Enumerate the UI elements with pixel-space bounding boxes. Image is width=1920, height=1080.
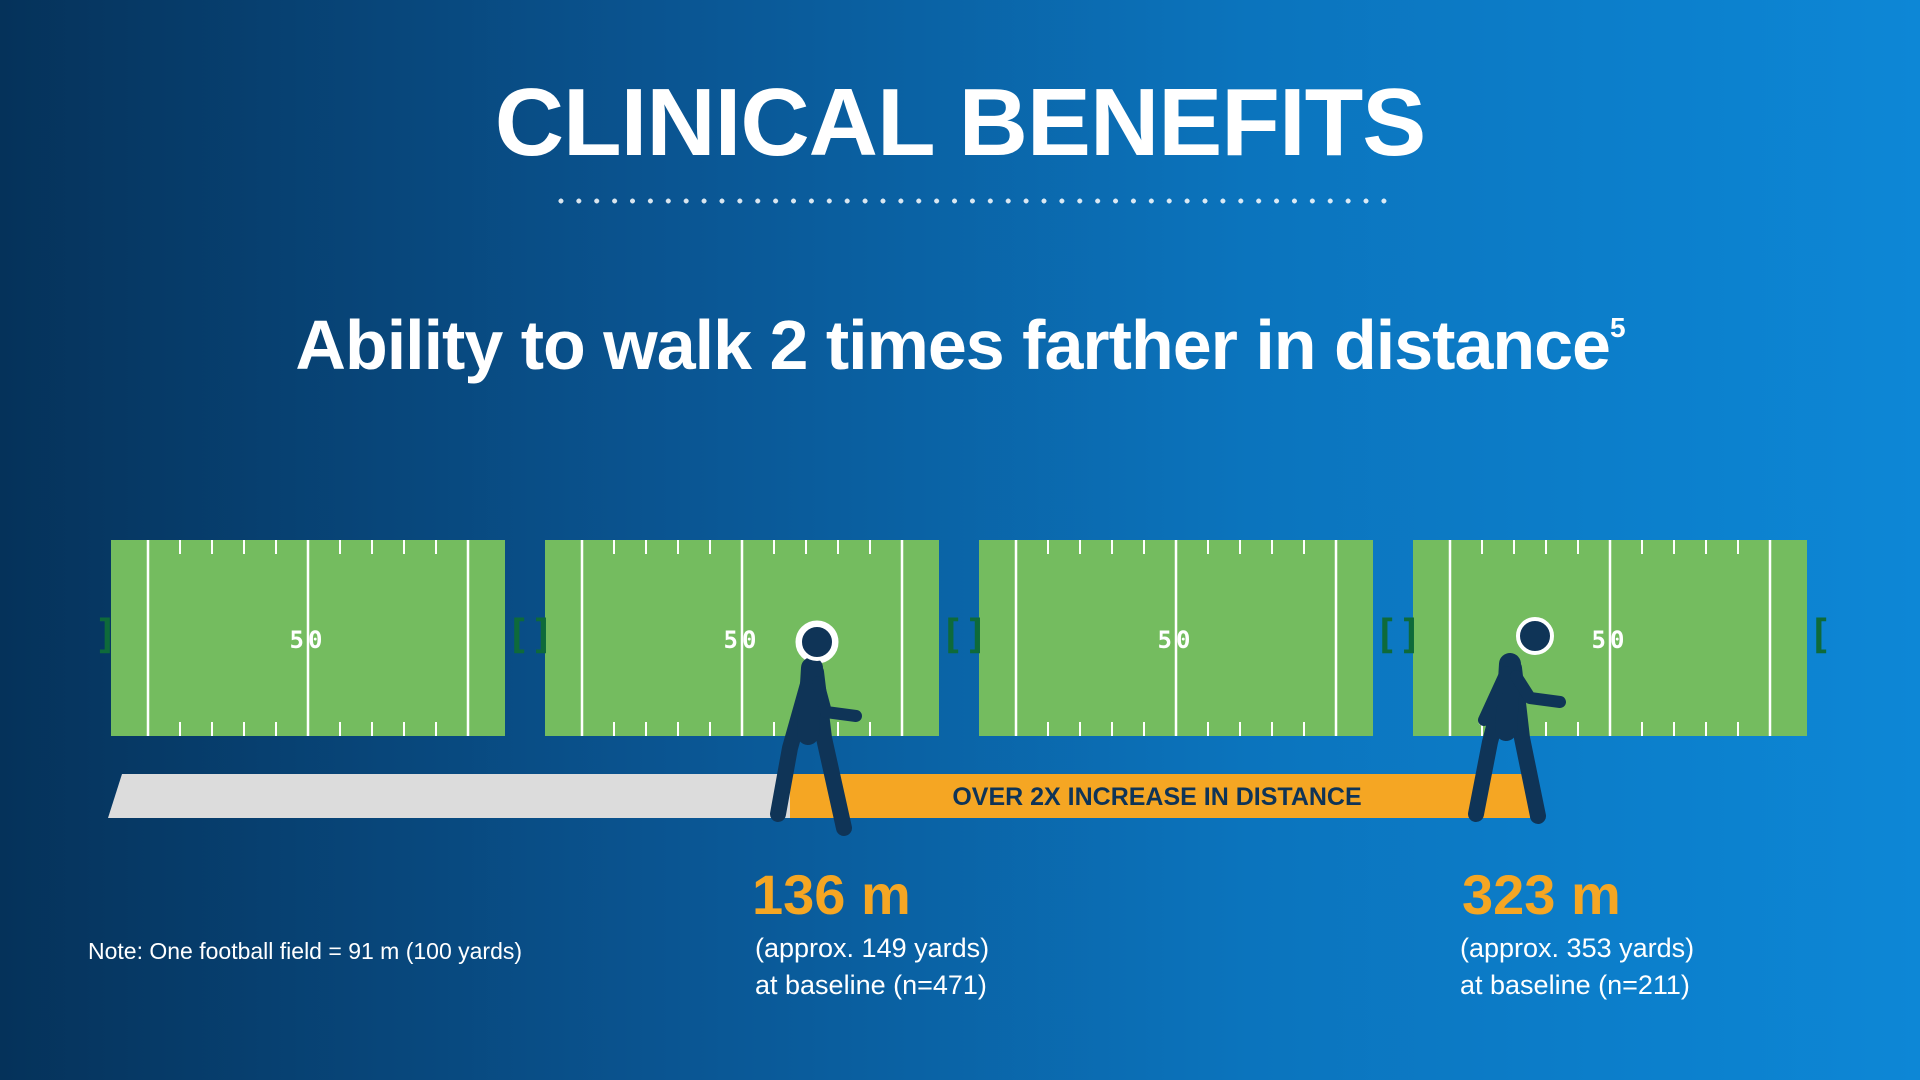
yard-label: 50 bbox=[724, 626, 761, 654]
baseline-distance: 136 m bbox=[752, 863, 911, 926]
football-field-icon: 50 bbox=[1413, 540, 1807, 736]
baseline-track bbox=[108, 774, 790, 818]
footnote-note: Note: One football field = 91 m (100 yar… bbox=[88, 938, 523, 964]
result-yards: (approx. 353 yards) bbox=[1460, 933, 1695, 963]
goal-post-icon: ] bbox=[94, 612, 119, 658]
goal-post-icon: [] bbox=[1374, 612, 1423, 658]
football-field-icon: 50 bbox=[979, 540, 1373, 736]
page-title: CLINICAL BENEFITS bbox=[494, 69, 1427, 176]
walking-person-icon bbox=[770, 620, 862, 836]
increase-track bbox=[790, 774, 1530, 818]
football-field-icon: 50 bbox=[545, 540, 939, 736]
yard-label: 50 bbox=[290, 626, 327, 654]
baseline-sample: at baseline (n=471) bbox=[755, 970, 987, 1000]
goal-post-icon: [ bbox=[1808, 612, 1833, 658]
baseline-detail: (approx. 149 yards) at baseline (n=471) bbox=[755, 930, 989, 1004]
subtitle-text: Ability to walk 2 times farther in dista… bbox=[295, 306, 1611, 384]
walking-person-icon bbox=[1468, 617, 1566, 824]
goal-post-icon: [] bbox=[940, 612, 989, 658]
yard-label: 50 bbox=[1158, 626, 1195, 654]
baseline-yards: (approx. 149 yards) bbox=[755, 933, 990, 963]
result-detail: (approx. 353 yards) at baseline (n=211) bbox=[1460, 930, 1694, 1004]
subtitle: Ability to walk 2 times farther in dista… bbox=[0, 305, 1920, 385]
increase-banner: OVER 2X INCREASE IN DISTANCE bbox=[952, 783, 1361, 811]
football-field-icon: 50 bbox=[111, 540, 505, 736]
yard-label: 50 bbox=[1592, 626, 1629, 654]
subtitle-footnote: 5 bbox=[1610, 311, 1626, 343]
dotted-divider bbox=[552, 197, 1392, 205]
goal-post-icon: [] bbox=[506, 612, 555, 658]
result-sample: at baseline (n=211) bbox=[1460, 970, 1690, 1000]
result-distance: 323 m bbox=[1462, 863, 1621, 926]
